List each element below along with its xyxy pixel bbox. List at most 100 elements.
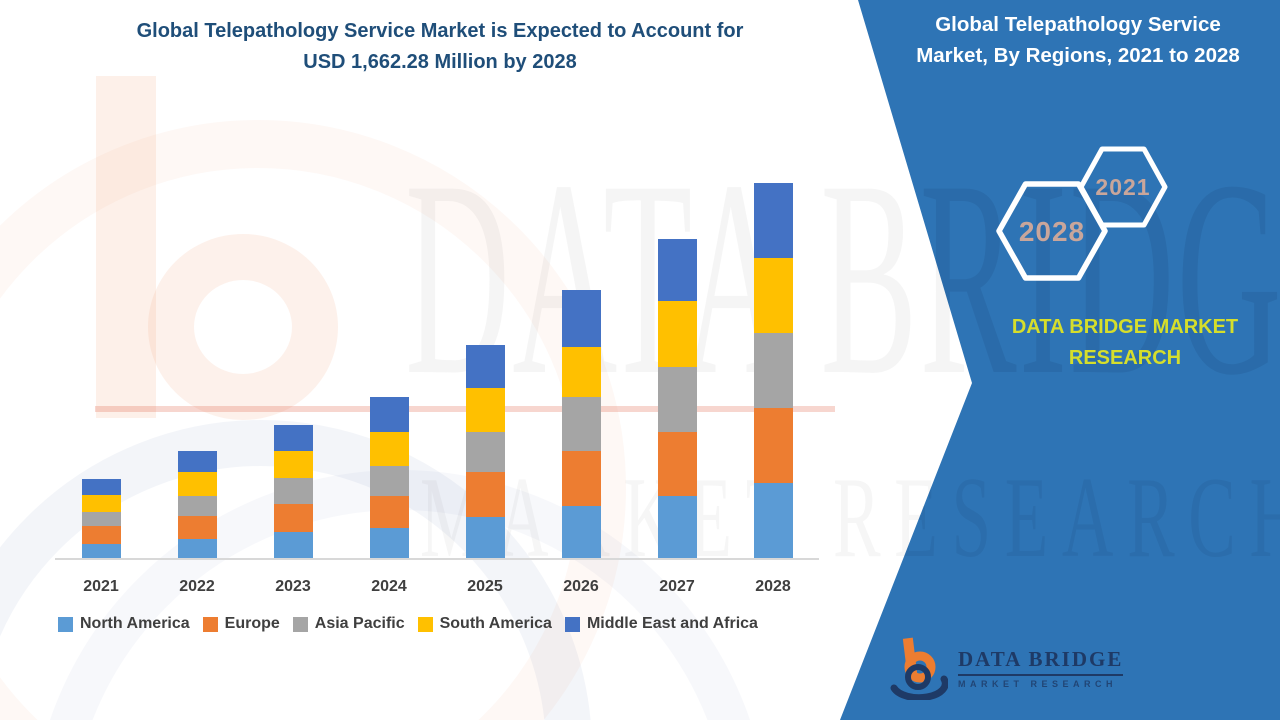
legend-swatch-middle-east-and-africa <box>564 616 580 632</box>
hexagon-2028-label: 2028 <box>1019 216 1085 247</box>
bar-segment-middle-east-and-africa <box>561 290 601 347</box>
bar-column-2025: 2025 <box>437 170 533 595</box>
bar-stack-2027 <box>657 238 697 559</box>
bar-segment-middle-east-and-africa <box>753 183 793 258</box>
bar-segment-south-america <box>465 387 505 432</box>
brand-name-text: DATA BRIDGE MARKET RESEARCH <box>985 312 1265 374</box>
bar-segment-north-america <box>561 505 601 559</box>
brand-name-line1: DATA BRIDGE MARKET <box>1011 316 1239 338</box>
bar-segment-middle-east-and-africa <box>177 450 217 473</box>
bar-segment-middle-east-and-africa <box>657 238 697 301</box>
chart-title-line2: USD 1,662.28 Million by 2028 <box>303 51 577 73</box>
x-axis-label: 2026 <box>563 578 599 595</box>
company-logo-subtitle: MARKET RESEARCH <box>958 679 1118 689</box>
legend-swatch-south-america <box>417 616 433 632</box>
bar-segment-europe <box>465 471 505 517</box>
chart-legend: North America Europe Asia Pacific South Ame… <box>58 615 838 633</box>
bar-column-2027: 2027 <box>629 170 725 595</box>
bar-segment-europe <box>657 431 697 496</box>
bar-stack-2025 <box>465 344 505 559</box>
year-hexagons: 2021 2028 <box>996 146 1168 281</box>
bar-segment-middle-east-and-africa <box>369 396 409 432</box>
bar-segment-north-america <box>273 531 313 559</box>
company-logo-text: DATA BRIDGE MARKET RESEARCH <box>958 647 1124 689</box>
bar-segment-europe <box>369 496 409 529</box>
bar-stack-2028 <box>753 183 793 559</box>
x-axis-line <box>55 558 819 560</box>
bar-segment-south-america <box>561 346 601 397</box>
panel-title-line2: Market, By Regions, 2021 to 2028 <box>916 43 1240 67</box>
bar-segment-north-america <box>753 483 793 559</box>
bar-segment-north-america <box>81 543 121 559</box>
bar-segment-europe <box>561 451 601 506</box>
bar-column-2021: 2021 <box>53 170 149 595</box>
x-axis-label: 2023 <box>275 578 311 595</box>
bar-segment-north-america <box>177 538 217 559</box>
bar-column-2023: 2023 <box>245 170 341 595</box>
bar-segment-europe <box>273 504 313 532</box>
bar-segment-asia-pacific <box>177 495 217 516</box>
x-axis-label: 2024 <box>371 578 407 595</box>
bar-segment-north-america <box>465 516 505 559</box>
panel-title-line1: Global Telepathology Service <box>935 13 1221 36</box>
bar-segment-asia-pacific <box>561 396 601 452</box>
hexagon-2021-label: 2021 <box>1095 174 1150 200</box>
bar-segment-asia-pacific <box>81 511 121 527</box>
bar-column-2026: 2026 <box>533 170 629 595</box>
bar-segment-south-america <box>753 257 793 334</box>
chart-title: Global Telepathology Service Market is E… <box>60 16 820 78</box>
bar-segment-middle-east-and-africa <box>465 344 505 388</box>
company-logo-icon <box>890 637 948 700</box>
x-axis-label: 2021 <box>83 578 119 595</box>
legend-item-europe: Europe <box>202 615 280 633</box>
x-axis-label: 2027 <box>659 578 695 595</box>
legend-label: Europe <box>224 615 280 632</box>
legend-item-south-america: South America <box>417 615 552 633</box>
bar-stack-2021 <box>81 478 121 559</box>
bar-segment-north-america <box>657 495 697 559</box>
bar-stack-2026 <box>561 290 601 559</box>
x-axis-label: 2028 <box>755 578 791 595</box>
x-axis-label: 2025 <box>467 578 503 595</box>
bar-segment-south-america <box>177 472 217 496</box>
bar-column-2028: 2028 <box>725 170 821 595</box>
bar-stack-2023 <box>273 424 313 559</box>
hexagon-2028 <box>996 181 1108 281</box>
legend-item-middle-east-and-africa: Middle East and Africa <box>564 615 758 633</box>
bar-segment-north-america <box>369 528 409 559</box>
bar-column-2024: 2024 <box>341 170 437 595</box>
legend-swatch-north-america <box>58 616 73 632</box>
legend-label: Middle East and Africa <box>586 615 758 632</box>
bar-segment-south-america <box>657 300 697 367</box>
legend-swatch-europe <box>202 616 218 632</box>
legend-label: Asia Pacific <box>314 615 405 632</box>
bar-segment-south-america <box>369 431 409 466</box>
bar-segment-asia-pacific <box>753 333 793 409</box>
bar-column-2022: 2022 <box>149 170 245 595</box>
stacked-bar-chart: 2021 2022 2023 2024 2025 2026 2027 2028 <box>53 170 821 595</box>
bar-segment-asia-pacific <box>273 477 313 505</box>
bar-segment-middle-east-and-africa <box>273 424 313 451</box>
x-axis-label: 2022 <box>179 578 215 595</box>
legend-swatch-asia-pacific <box>292 616 308 632</box>
bar-stack-2024 <box>369 396 409 559</box>
company-logo: DATA BRIDGE MARKET RESEARCH <box>890 636 1124 700</box>
bar-segment-europe <box>177 515 217 539</box>
chart-title-line1: Global Telepathology Service Market is E… <box>136 20 744 42</box>
bar-segment-middle-east-and-africa <box>81 478 121 496</box>
bar-segment-asia-pacific <box>465 431 505 472</box>
bar-segment-europe <box>753 408 793 484</box>
bar-stack-2022 <box>177 450 217 559</box>
legend-item-asia-pacific: Asia Pacific <box>292 615 405 633</box>
bar-segment-south-america <box>273 450 313 478</box>
legend-label: North America <box>80 615 190 632</box>
company-logo-name: DATA BRIDGE <box>958 647 1124 676</box>
legend-label: South America <box>439 615 552 632</box>
bar-segment-south-america <box>81 495 121 512</box>
bar-segment-europe <box>81 526 121 544</box>
bar-segment-asia-pacific <box>369 465 409 497</box>
panel-title: Global Telepathology Service Market, By … <box>880 10 1276 72</box>
legend-item-north-america: North America <box>58 615 190 633</box>
bar-segment-asia-pacific <box>657 366 697 432</box>
